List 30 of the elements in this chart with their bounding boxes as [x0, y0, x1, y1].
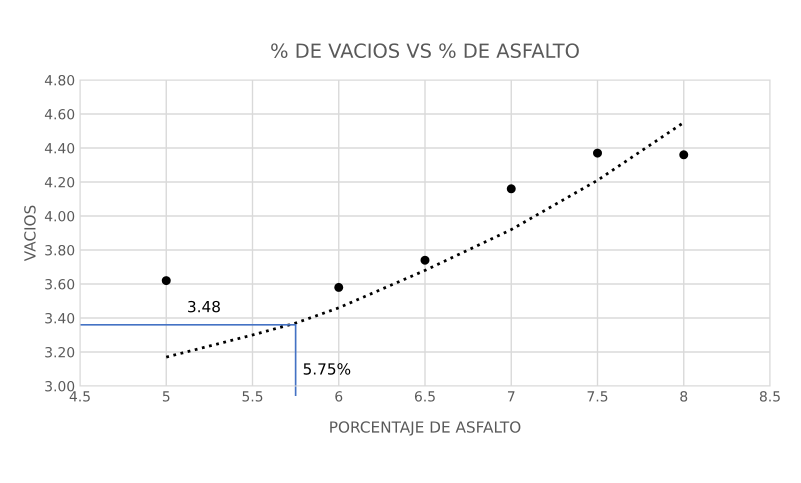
y-tick-label: 4.60 [44, 108, 74, 120]
point [506, 184, 516, 194]
point [334, 282, 344, 292]
point [162, 276, 171, 286]
x-tick-label: 8.5 [760, 391, 780, 402]
y-tick-label: 4.20 [44, 176, 74, 188]
x-tick-label: 8 [680, 391, 688, 402]
ref-line-label: 5.75% [304, 363, 350, 375]
y-tick-label: 3.40 [45, 312, 74, 324]
x-tick-label: 6.5 [414, 391, 435, 402]
point [593, 148, 602, 158]
y-tick-label: 4.00 [44, 210, 74, 222]
x-axis-title: PORCENTAJE DE ASFALTO [330, 421, 520, 436]
x-tick-label: 5.5 [242, 391, 262, 402]
y-axis-title: VACIOS [24, 206, 36, 262]
annotation: 3.48 [188, 300, 220, 312]
chart-title: % DE VACIOS VS % DE ASFALTO [271, 43, 579, 58]
point [679, 150, 688, 160]
x-tick-label: 5 [162, 391, 170, 402]
y-tick-label: 3.60 [45, 278, 74, 290]
x-tick-label: 4.5 [70, 391, 90, 402]
point [420, 256, 430, 265]
y-tick-label: 4.80 [44, 74, 74, 86]
y-tick-label: 3.20 [45, 346, 74, 358]
y-tick-label: 4.40 [44, 142, 74, 154]
x-tick-label: 7 [508, 391, 514, 402]
x-tick-label: 6 [335, 391, 342, 402]
y-tick-label: 3.80 [45, 244, 74, 256]
y-tick-label: 3.00 [45, 380, 74, 392]
x-tick-label: 7.5 [588, 391, 608, 402]
